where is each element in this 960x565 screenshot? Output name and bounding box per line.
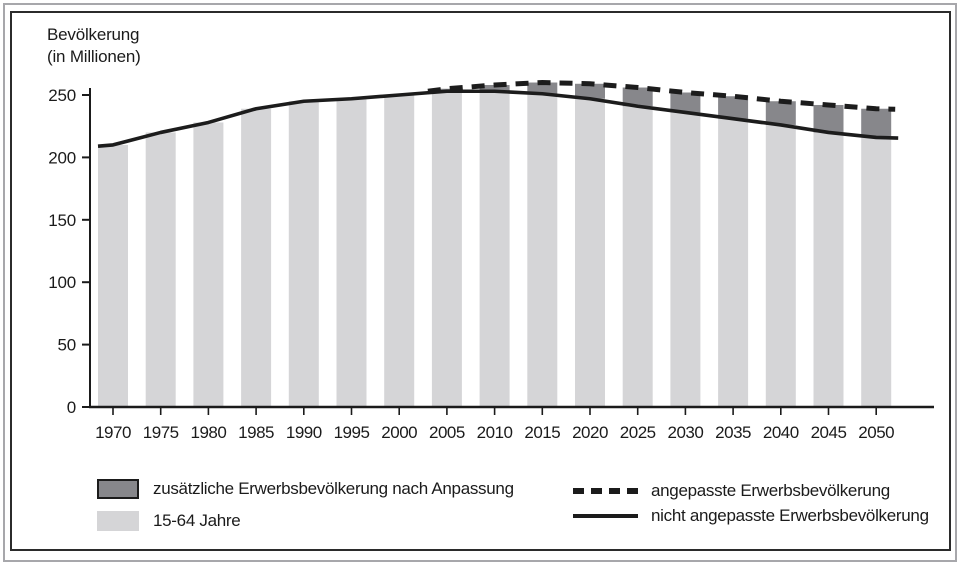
bar-15-64-2035 xyxy=(718,118,749,407)
y-axis-title-line1: Bevölkerung xyxy=(47,25,140,44)
y-tick-label-200: 200 xyxy=(48,148,76,167)
bar-cap-additional-2045 xyxy=(813,104,844,133)
legend-label-15-64: 15-64 Jahre xyxy=(153,511,241,530)
bar-cap-additional-2015 xyxy=(527,82,558,94)
x-tick-label-2050: 2050 xyxy=(858,423,894,442)
bar-cap-additional-2025 xyxy=(622,87,653,107)
bar-cap-additional-2040 xyxy=(765,101,796,125)
y-tick-label-150: 150 xyxy=(48,211,76,230)
bar-15-64-1990 xyxy=(288,101,319,408)
x-tick-label-2020: 2020 xyxy=(572,423,608,442)
y-tick-label-0: 0 xyxy=(67,398,76,417)
bar-15-64-1985 xyxy=(241,108,272,407)
bar-15-64-2040 xyxy=(765,124,796,408)
legend-swatch-additional-icon xyxy=(97,479,139,499)
x-tick-label-2005: 2005 xyxy=(429,423,465,442)
bar-cap-additional-2035 xyxy=(718,96,749,119)
x-tick-label-2025: 2025 xyxy=(620,423,656,442)
x-tick-label-1975: 1975 xyxy=(143,423,179,442)
bar-15-64-2005 xyxy=(431,91,462,408)
legend-label-dashed: angepasste Erwerbsbevölkerung xyxy=(651,481,890,500)
bar-cap-additional-2020 xyxy=(575,83,605,99)
x-tick-label-1990: 1990 xyxy=(286,423,322,442)
x-tick-label-2015: 2015 xyxy=(524,423,560,442)
bar-cap-additional-2030 xyxy=(670,92,701,113)
bar-15-64-2045 xyxy=(813,132,844,407)
bar-15-64-2010 xyxy=(479,91,510,408)
x-tick-label-2030: 2030 xyxy=(667,423,703,442)
bar-15-64-2015 xyxy=(527,93,558,407)
figure-outer-border xyxy=(3,3,957,562)
legend-item-15-64: 15-64 Jahre xyxy=(97,511,241,531)
x-tick-label-2010: 2010 xyxy=(477,423,513,442)
x-tick-label-1970: 1970 xyxy=(95,423,131,442)
bar-15-64-2020 xyxy=(575,98,605,407)
bar-cap-additional-2050 xyxy=(861,108,892,138)
y-tick-label-250: 250 xyxy=(48,86,76,105)
x-tick-label-1995: 1995 xyxy=(334,423,370,442)
legend-solid-line-icon xyxy=(573,514,638,518)
legend-item-dashed-line: angepasste Erwerbsbevölkerung xyxy=(573,481,890,501)
x-tick-label-2000: 2000 xyxy=(381,423,417,442)
bar-15-64-2000 xyxy=(384,95,415,407)
x-tick-label-1985: 1985 xyxy=(238,423,274,442)
bar-15-64-2025 xyxy=(622,106,653,408)
bar-cap-additional-2010 xyxy=(479,85,510,92)
x-tick-label-2035: 2035 xyxy=(715,423,751,442)
population-chart: 0 50 100 150 200 250 1970 1975 1980 1985 1990 1995 2… xyxy=(48,80,934,442)
bar-15-64-1995 xyxy=(336,98,367,407)
x-tick-label-2040: 2040 xyxy=(763,423,799,442)
legend-swatch-15-64-icon xyxy=(97,511,139,531)
legend-label-solid: nicht angepasste Erwerbsbevölkerung xyxy=(651,506,929,525)
bar-15-64-2050 xyxy=(861,137,892,407)
bar-15-64-1980 xyxy=(193,122,224,408)
y-axis-title: Bevölkerung (in Millionen) xyxy=(47,24,141,68)
x-tick-label-1980: 1980 xyxy=(190,423,226,442)
y-tick-label-100: 100 xyxy=(48,273,76,292)
legend-label-additional: zusätzliche Erwerbsbevölkerung nach Anpa… xyxy=(153,479,514,498)
legend-item-additional: zusätzliche Erwerbsbevölkerung nach Anpa… xyxy=(97,479,514,499)
legend-dashed-line-icon xyxy=(573,488,638,494)
bar-15-64-1975 xyxy=(145,132,176,407)
legend-item-solid-line: nicht angepasste Erwerbsbevölkerung xyxy=(573,506,929,526)
line-nicht-angepasste xyxy=(97,89,899,148)
bar-15-64-2030 xyxy=(670,112,701,408)
bar-15-64-1970 xyxy=(98,144,128,408)
y-tick-label-50: 50 xyxy=(57,336,76,355)
x-tick-label-2045: 2045 xyxy=(811,423,847,442)
y-axis-title-line2: (in Millionen) xyxy=(47,47,141,66)
